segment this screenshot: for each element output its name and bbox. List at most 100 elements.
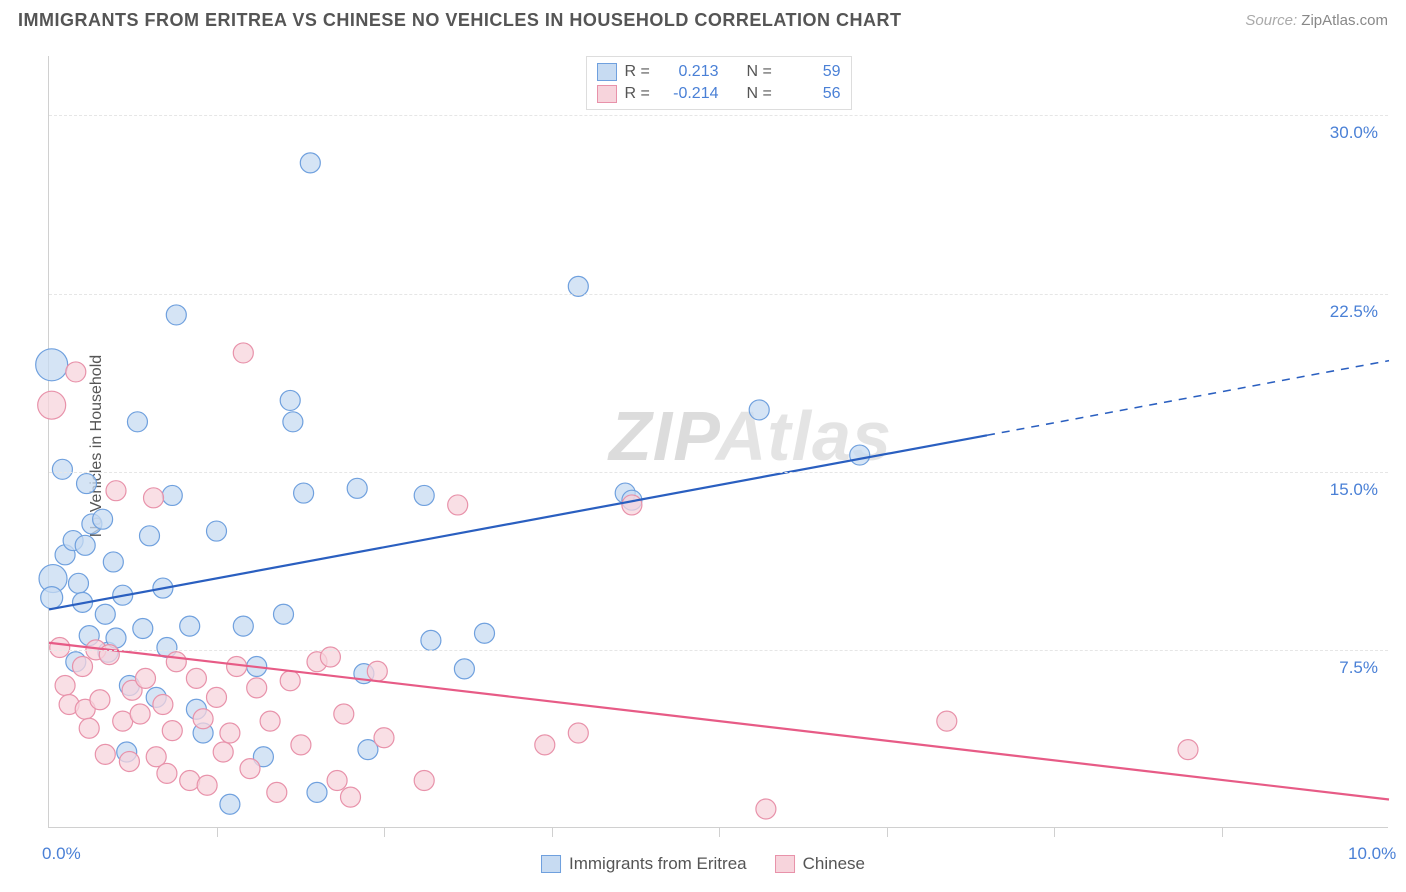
legend-bottom: Immigrants from Eritrea Chinese (527, 854, 879, 878)
scatter-point-eritrea (36, 349, 68, 381)
ytick-label: 22.5% (1330, 302, 1378, 322)
scatter-point-eritrea (475, 623, 495, 643)
scatter-point-chinese (73, 656, 93, 676)
ytick-label: 30.0% (1330, 123, 1378, 143)
scatter-point-chinese (367, 661, 387, 681)
scatter-point-eritrea (162, 485, 182, 505)
scatter-point-chinese (193, 709, 213, 729)
legend-r-value: 0.213 (661, 63, 719, 81)
legend-swatch-chinese (775, 855, 795, 873)
gridline (49, 294, 1388, 295)
scatter-point-eritrea (95, 604, 115, 624)
legend-r-label: R = (625, 63, 653, 81)
trend-line-dashed-eritrea (987, 361, 1389, 436)
scatter-point-chinese (568, 723, 588, 743)
scatter-point-eritrea (414, 485, 434, 505)
scatter-point-eritrea (93, 509, 113, 529)
scatter-point-chinese (937, 711, 957, 731)
scatter-point-eritrea (127, 412, 147, 432)
scatter-point-eritrea (41, 587, 63, 609)
scatter-point-eritrea (454, 659, 474, 679)
source: Source: ZipAtlas.com (1245, 12, 1388, 29)
scatter-point-chinese (1178, 740, 1198, 760)
scatter-point-chinese (130, 704, 150, 724)
gridline (49, 115, 1388, 116)
scatter-point-eritrea (300, 153, 320, 173)
xtick (217, 827, 218, 837)
scatter-point-chinese (66, 362, 86, 382)
scatter-point-chinese (207, 687, 227, 707)
xtick (384, 827, 385, 837)
scatter-point-eritrea (850, 445, 870, 465)
scatter-point-eritrea (77, 474, 97, 494)
scatter-point-chinese (240, 759, 260, 779)
scatter-point-eritrea (220, 794, 240, 814)
scatter-point-chinese (414, 770, 434, 790)
title-row: IMMIGRANTS FROM ERITREA VS CHINESE NO VE… (18, 10, 1388, 50)
scatter-point-eritrea (274, 604, 294, 624)
page-root: IMMIGRANTS FROM ERITREA VS CHINESE NO VE… (0, 0, 1406, 892)
legend-swatch-chinese (597, 85, 617, 103)
scatter-point-eritrea (103, 552, 123, 572)
scatter-point-eritrea (280, 390, 300, 410)
scatter-point-chinese (260, 711, 280, 731)
legend-bottom-label: Immigrants from Eritrea (569, 854, 747, 874)
legend-n-label: N = (747, 63, 775, 81)
scatter-point-chinese (119, 751, 139, 771)
scatter-point-eritrea (52, 459, 72, 479)
scatter-point-eritrea (294, 483, 314, 503)
scatter-point-chinese (144, 488, 164, 508)
scatter-point-eritrea (140, 526, 160, 546)
legend-r-label: R = (625, 85, 653, 103)
scatter-point-chinese (247, 678, 267, 698)
scatter-point-chinese (280, 671, 300, 691)
scatter-point-chinese (79, 718, 99, 738)
scatter-point-chinese (99, 645, 119, 665)
xtick (719, 827, 720, 837)
gridline (49, 472, 1388, 473)
legend-bottom-item-chinese: Chinese (775, 854, 865, 874)
xtick (1054, 827, 1055, 837)
source-label: Source: (1245, 12, 1297, 29)
scatter-point-chinese (213, 742, 233, 762)
scatter-point-chinese (180, 770, 200, 790)
legend-top-row-chinese: R =-0.214N =56 (597, 83, 841, 105)
scatter-point-chinese (448, 495, 468, 515)
scatter-point-chinese (157, 763, 177, 783)
scatter-point-chinese (756, 799, 776, 819)
plot-svg (49, 56, 1388, 827)
scatter-point-chinese (197, 775, 217, 795)
xtick-label-max: 10.0% (1348, 844, 1396, 864)
scatter-point-chinese (90, 690, 110, 710)
scatter-point-chinese (535, 735, 555, 755)
scatter-point-eritrea (307, 782, 327, 802)
scatter-point-chinese (95, 744, 115, 764)
scatter-point-eritrea (749, 400, 769, 420)
legend-top: R = 0.213 N = 59 R =-0.214N =56 (586, 56, 852, 110)
xtick (1222, 827, 1223, 837)
scatter-point-chinese (166, 652, 186, 672)
scatter-point-chinese (267, 782, 287, 802)
xtick-label-min: 0.0% (42, 844, 81, 864)
scatter-point-chinese (334, 704, 354, 724)
legend-bottom-label: Chinese (803, 854, 865, 874)
scatter-point-chinese (186, 668, 206, 688)
scatter-point-chinese (38, 391, 66, 419)
scatter-point-eritrea (421, 630, 441, 650)
chart-title: IMMIGRANTS FROM ERITREA VS CHINESE NO VE… (18, 10, 902, 30)
legend-bottom-item-eritrea: Immigrants from Eritrea (541, 854, 747, 874)
scatter-point-eritrea (166, 305, 186, 325)
scatter-point-chinese (291, 735, 311, 755)
source-value: ZipAtlas.com (1301, 12, 1388, 29)
scatter-point-chinese (374, 728, 394, 748)
plot-area: ZIPAtlas R =0.213N =59R =-0.214N =56 7.5… (48, 56, 1388, 828)
scatter-point-chinese (162, 721, 182, 741)
scatter-point-chinese (50, 637, 70, 657)
scatter-point-eritrea (347, 478, 367, 498)
scatter-point-eritrea (283, 412, 303, 432)
scatter-point-chinese (135, 668, 155, 688)
legend-n-value: 59 (783, 63, 841, 81)
scatter-point-chinese (233, 343, 253, 363)
legend-swatch-eritrea (541, 855, 561, 873)
scatter-point-chinese (153, 694, 173, 714)
